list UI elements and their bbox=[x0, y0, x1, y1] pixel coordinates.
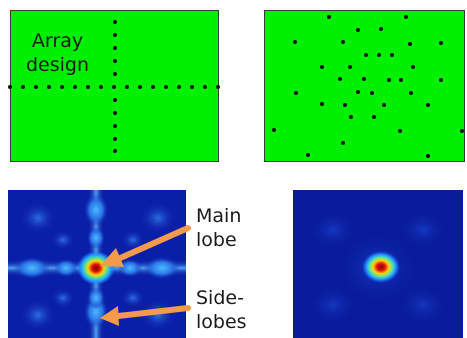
array-design-label: Array design bbox=[26, 29, 89, 77]
array-element bbox=[113, 59, 117, 63]
random-array-panel bbox=[264, 10, 465, 162]
side-lobes-label-line1: Side- bbox=[196, 287, 244, 309]
array-element bbox=[112, 85, 116, 89]
array-element bbox=[113, 20, 117, 24]
array-element bbox=[409, 91, 413, 95]
array-element bbox=[177, 85, 181, 89]
side-lobe-arrow bbox=[115, 305, 191, 319]
array-element bbox=[398, 129, 402, 133]
array-element bbox=[138, 85, 142, 89]
array-element bbox=[349, 115, 353, 119]
side-lobes-label-line2: lobes bbox=[196, 311, 247, 333]
array-element bbox=[411, 65, 415, 69]
array-element bbox=[439, 41, 443, 45]
array-element bbox=[47, 85, 51, 89]
array-element bbox=[113, 137, 117, 141]
array-element bbox=[113, 98, 117, 102]
side-lobe-arrowhead bbox=[100, 306, 119, 326]
array-element bbox=[356, 90, 360, 94]
array-element bbox=[86, 85, 90, 89]
array-element bbox=[404, 15, 408, 19]
array-element bbox=[382, 103, 386, 107]
main-lobe-label-line1: Main bbox=[196, 205, 242, 227]
array-element bbox=[294, 91, 298, 95]
beam-pattern-image bbox=[8, 190, 186, 338]
array-element bbox=[343, 103, 347, 107]
array-element bbox=[460, 129, 464, 133]
array-element bbox=[387, 78, 391, 82]
array-element bbox=[320, 102, 324, 106]
array-element bbox=[364, 53, 368, 57]
array-element bbox=[356, 28, 360, 32]
array-element bbox=[34, 85, 38, 89]
array-element bbox=[426, 154, 430, 158]
array-element bbox=[203, 85, 207, 89]
array-element bbox=[341, 141, 345, 145]
array-element bbox=[399, 78, 403, 82]
array-element bbox=[327, 15, 331, 19]
array-element bbox=[293, 40, 297, 44]
array-element bbox=[272, 128, 276, 132]
array-element bbox=[426, 103, 430, 107]
array-element bbox=[372, 115, 376, 119]
array-element bbox=[113, 46, 117, 50]
array-element bbox=[377, 53, 381, 57]
array-design-label-line2: design bbox=[26, 54, 90, 76]
array-element bbox=[362, 77, 366, 81]
array-element bbox=[125, 85, 129, 89]
random-array-beam-pattern bbox=[293, 190, 463, 338]
array-element bbox=[113, 72, 117, 76]
array-element bbox=[8, 85, 12, 89]
array-element bbox=[390, 53, 394, 57]
main-lobe-label: Main lobe bbox=[196, 204, 241, 252]
array-element bbox=[338, 77, 342, 81]
array-element bbox=[408, 42, 412, 46]
regular-array-beam-pattern bbox=[8, 190, 186, 338]
main-lobe-spot bbox=[77, 251, 115, 285]
main-lobe-arrow bbox=[115, 225, 191, 262]
array-element bbox=[99, 85, 103, 89]
array-element bbox=[370, 91, 374, 95]
array-element bbox=[113, 111, 117, 115]
array-element bbox=[379, 27, 383, 31]
array-element bbox=[341, 40, 345, 44]
beam-pattern-image bbox=[293, 190, 463, 338]
array-design-label-line1: Array bbox=[31, 30, 84, 52]
array-element bbox=[348, 65, 352, 69]
array-element bbox=[151, 85, 155, 89]
array-element bbox=[21, 85, 25, 89]
array-element bbox=[164, 85, 168, 89]
array-element bbox=[306, 153, 310, 157]
array-element bbox=[216, 85, 220, 89]
side-lobes-label: Side- lobes bbox=[196, 286, 247, 334]
array-element bbox=[320, 65, 324, 69]
array-element bbox=[113, 149, 117, 153]
array-element bbox=[439, 78, 443, 82]
array-element bbox=[73, 85, 77, 89]
main-lobe-spot bbox=[362, 251, 400, 283]
array-element bbox=[60, 85, 64, 89]
array-element bbox=[113, 33, 117, 37]
array-element bbox=[190, 85, 194, 89]
main-lobe-arrowhead bbox=[100, 248, 124, 267]
main-lobe-label-line2: lobe bbox=[196, 229, 237, 251]
array-element bbox=[113, 124, 117, 128]
